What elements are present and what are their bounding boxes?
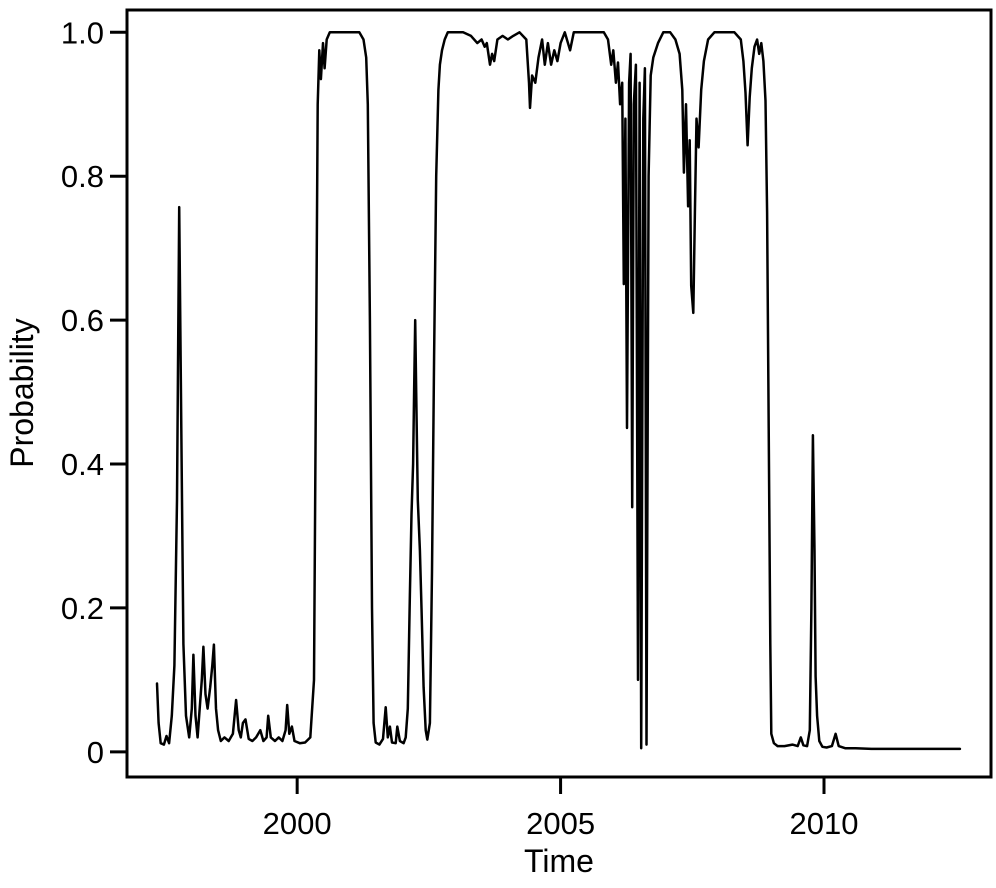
y-axis-tick-labels: 0 0.2 0.4 0.6 0.8 1.0 [61, 15, 104, 770]
y-tick-label: 0.8 [61, 159, 104, 194]
y-tick-label: 0.4 [61, 447, 104, 482]
y-tick-label: 0.2 [61, 591, 104, 626]
y-axis-ticks [110, 30, 127, 754]
y-axis-title: Probability [4, 318, 40, 467]
probability-series-line [155, 31, 962, 751]
x-axis-title: Time [524, 843, 594, 879]
plot-border-rect [125, 8, 993, 779]
plot-border [125, 8, 993, 779]
x-axis-tick-labels: 2000 2005 2010 [263, 806, 859, 841]
y-tick-label: 0 [87, 735, 104, 770]
x-tick-label: 2010 [790, 806, 859, 841]
x-axis-ticks [295, 777, 826, 794]
y-tick-label: 1.0 [61, 15, 104, 50]
x-tick-label: 2005 [526, 806, 595, 841]
x-tick-label: 2000 [263, 806, 332, 841]
series-polyline [155, 31, 962, 751]
y-tick-label: 0.6 [61, 303, 104, 338]
